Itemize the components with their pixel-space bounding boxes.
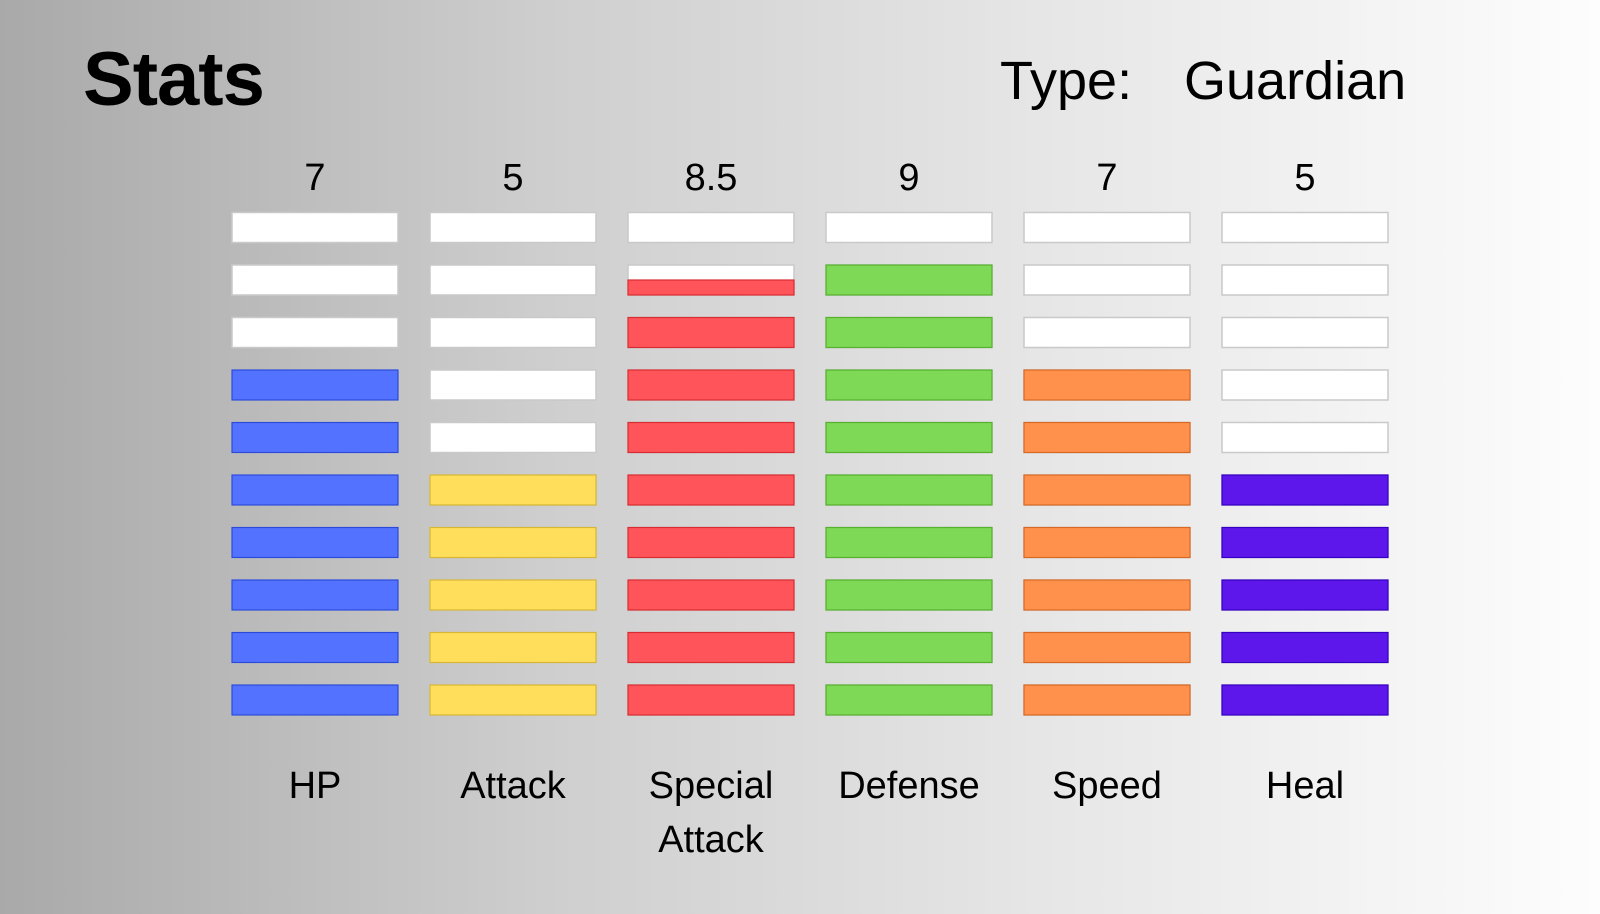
segment-fill-speed-6 xyxy=(1023,421,1191,454)
segment-fill-defense-1 xyxy=(825,684,993,716)
segment-fill-attack-3 xyxy=(429,579,597,611)
segment-fill-defense-9 xyxy=(825,264,993,296)
category-label-attack: Attack xyxy=(460,765,567,807)
segment-fill-speed-5 xyxy=(1023,474,1191,506)
segment-fill-speed-3 xyxy=(1023,579,1191,611)
value-label-hp: 7 xyxy=(304,157,325,199)
segment-attack-6 xyxy=(429,421,597,454)
segment-fill-defense-2 xyxy=(825,631,993,664)
segment-fill-heal-1 xyxy=(1221,684,1389,716)
segment-fill-defense-3 xyxy=(825,579,993,611)
segment-attack-10 xyxy=(429,211,597,244)
type-label: Type: xyxy=(1000,51,1133,111)
value-label-attack: 5 xyxy=(502,157,523,199)
segment-fill-special-attack-9 xyxy=(627,279,795,296)
segment-fill-speed-7 xyxy=(1023,369,1191,401)
segment-hp-10 xyxy=(231,211,399,244)
segment-defense-10 xyxy=(825,211,993,244)
category-label-defense: Defense xyxy=(838,765,980,807)
value-label-speed: 7 xyxy=(1096,157,1117,199)
segment-speed-9 xyxy=(1023,264,1191,296)
segment-heal-9 xyxy=(1221,264,1389,296)
category-label-heal: Heal xyxy=(1266,765,1344,807)
segment-fill-special-attack-4 xyxy=(627,526,795,559)
segment-special-attack-10 xyxy=(627,211,795,244)
segment-fill-speed-4 xyxy=(1023,526,1191,559)
segment-speed-8 xyxy=(1023,316,1191,349)
segment-fill-heal-5 xyxy=(1221,474,1389,506)
value-label-special-attack: 8.5 xyxy=(685,157,738,199)
segment-fill-hp-7 xyxy=(231,369,399,401)
segment-fill-speed-2 xyxy=(1023,631,1191,664)
segment-fill-hp-6 xyxy=(231,421,399,454)
segment-hp-8 xyxy=(231,316,399,349)
segment-speed-10 xyxy=(1023,211,1191,244)
category-label-special-attack-line-2: Attack xyxy=(658,819,765,861)
segment-fill-special-attack-2 xyxy=(627,631,795,664)
segment-fill-speed-1 xyxy=(1023,684,1191,716)
segment-heal-6 xyxy=(1221,421,1389,454)
segment-attack-8 xyxy=(429,316,597,349)
segment-fill-attack-2 xyxy=(429,631,597,664)
segment-fill-hp-1 xyxy=(231,684,399,716)
segment-fill-special-attack-3 xyxy=(627,579,795,611)
segment-attack-7 xyxy=(429,369,597,401)
segment-fill-special-attack-1 xyxy=(627,684,795,716)
segment-fill-heal-3 xyxy=(1221,579,1389,611)
segment-attack-9 xyxy=(429,264,597,296)
segment-heal-8 xyxy=(1221,316,1389,349)
segment-fill-defense-6 xyxy=(825,421,993,454)
segment-fill-heal-2 xyxy=(1221,631,1389,664)
segment-fill-defense-5 xyxy=(825,474,993,506)
segment-fill-defense-8 xyxy=(825,316,993,349)
segment-fill-special-attack-8 xyxy=(627,316,795,349)
segment-fill-hp-3 xyxy=(231,579,399,611)
segment-hp-9 xyxy=(231,264,399,296)
segment-fill-special-attack-7 xyxy=(627,369,795,401)
segment-fill-special-attack-5 xyxy=(627,474,795,506)
segment-fill-hp-4 xyxy=(231,526,399,559)
category-label-special-attack-line-1: Special xyxy=(649,765,774,807)
type-value: Guardian xyxy=(1184,51,1407,111)
segment-fill-attack-1 xyxy=(429,684,597,716)
value-label-defense: 9 xyxy=(898,157,919,199)
segment-fill-defense-4 xyxy=(825,526,993,559)
segment-heal-7 xyxy=(1221,369,1389,401)
page-title: Stats xyxy=(83,37,265,122)
segment-fill-hp-2 xyxy=(231,631,399,664)
category-label-hp: HP xyxy=(289,765,342,807)
segment-heal-10 xyxy=(1221,211,1389,244)
segment-fill-hp-5 xyxy=(231,474,399,506)
segment-fill-heal-4 xyxy=(1221,526,1389,559)
segment-fill-attack-4 xyxy=(429,526,597,559)
category-label-speed: Speed xyxy=(1052,765,1162,807)
segment-fill-defense-7 xyxy=(825,369,993,401)
segment-fill-attack-5 xyxy=(429,474,597,506)
segment-fill-special-attack-6 xyxy=(627,421,795,454)
value-label-heal: 5 xyxy=(1294,157,1315,199)
